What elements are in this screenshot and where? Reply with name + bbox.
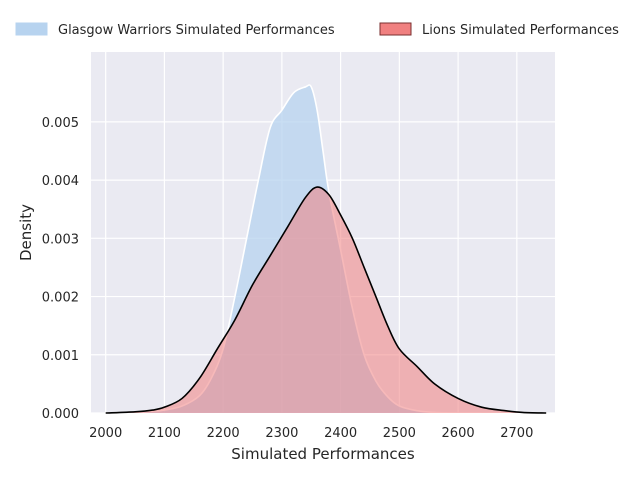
y-axis-ticks: 0.000 0.001 0.002 0.003 0.004 0.005: [42, 116, 79, 422]
y-tick-label: 0.004: [42, 174, 79, 189]
x-tick-label: 2600: [442, 426, 475, 441]
lions-density-area: [105, 187, 547, 413]
x-tick-label: 2500: [383, 426, 416, 441]
y-tick-label: 0.002: [42, 291, 79, 306]
x-tick-label: 2200: [207, 426, 240, 441]
x-axis-ticks: 2000 2100 2200 2300 2400 2500 2600 2700: [89, 426, 533, 441]
x-axis-title: Simulated Performances: [231, 445, 415, 463]
legend-label: Glasgow Warriors Simulated Performances: [58, 23, 335, 38]
legend-swatch: [379, 22, 412, 36]
y-axis-title: Density: [17, 204, 35, 261]
x-tick-label: 2100: [148, 426, 181, 441]
y-tick-label: 0.005: [42, 116, 79, 131]
legend-label: Lions Simulated Performances: [422, 23, 619, 38]
y-tick-label: 0.003: [42, 232, 79, 247]
x-tick-label: 2700: [500, 426, 533, 441]
legend-swatch: [15, 22, 48, 36]
y-tick-label: 0.000: [42, 407, 79, 422]
y-tick-label: 0.001: [42, 349, 79, 364]
density-areas: [105, 84, 547, 414]
x-tick-label: 2400: [324, 426, 357, 441]
x-tick-label: 2000: [89, 426, 122, 441]
legend: Glasgow Warriors Simulated Performances L…: [15, 22, 619, 38]
x-tick-label: 2300: [265, 426, 298, 441]
lions-density-line: [105, 186, 547, 414]
